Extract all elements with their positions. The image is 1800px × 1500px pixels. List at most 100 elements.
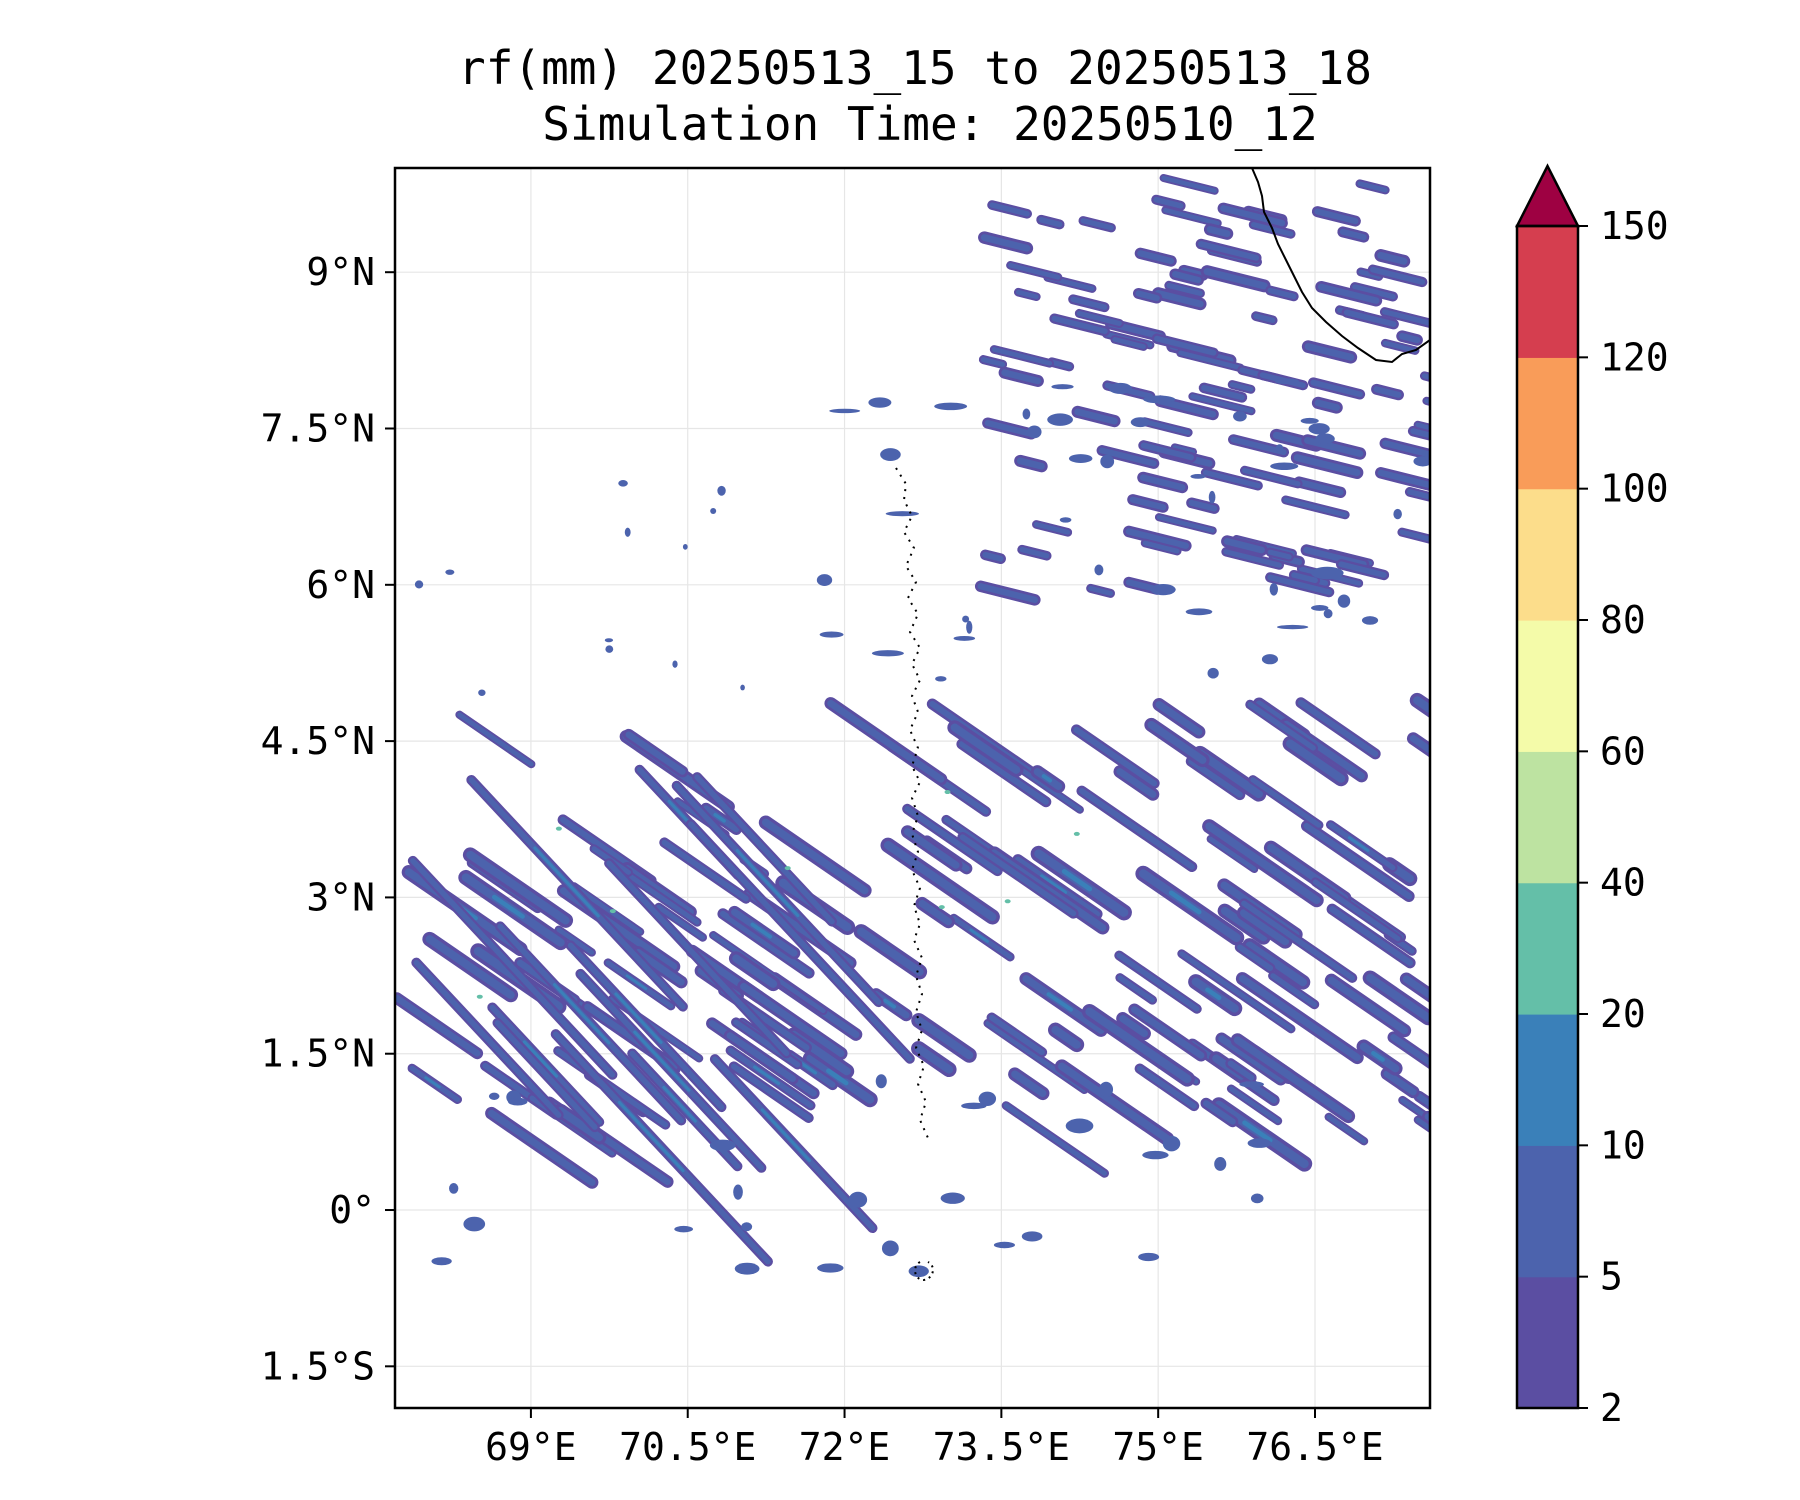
rain-cell — [1275, 444, 1284, 452]
rainfall-contours — [395, 173, 1430, 1278]
rain-contour — [1099, 447, 1157, 467]
atoll-outline — [914, 1261, 934, 1282]
rain-contour — [1147, 720, 1207, 764]
colorbar-segment — [1517, 1014, 1578, 1146]
rain-contour — [826, 1068, 849, 1086]
colorbar-label: 100 — [1600, 467, 1669, 511]
colorbar-label: 150 — [1600, 204, 1669, 248]
rain-contour — [1046, 992, 1073, 1012]
rain-contour — [1270, 973, 1318, 1008]
rain-contour — [1357, 181, 1388, 193]
rain-contour — [1238, 975, 1361, 1062]
rain-contour — [1373, 386, 1402, 398]
rain-contour — [1303, 546, 1367, 568]
rain-contour — [1139, 474, 1186, 491]
colorbar-extend-arrow — [1514, 163, 1581, 228]
colorbar-segment — [1517, 226, 1578, 358]
rain-contour — [984, 419, 1035, 438]
rain-contour — [1377, 469, 1430, 489]
rain-cell — [710, 507, 717, 514]
rain-contour — [1154, 290, 1204, 308]
rain-cell — [1150, 584, 1176, 596]
rain-cell — [1068, 454, 1093, 463]
rain-contour — [1188, 499, 1218, 512]
rain-contour — [857, 927, 924, 976]
rain-contour — [488, 1109, 596, 1186]
rain-contour — [1247, 701, 1316, 751]
rain-contour — [1180, 267, 1206, 279]
colorbar-segment — [1517, 1145, 1578, 1278]
rain-contour — [1241, 900, 1355, 981]
rain-contour — [1155, 701, 1203, 736]
rain-contour — [1223, 549, 1282, 568]
rain-cell — [935, 676, 947, 682]
x-tick-label: 76.5°E — [1246, 1425, 1383, 1469]
rain-contour — [661, 839, 749, 902]
rain-contour — [731, 1063, 812, 1121]
rain-cell — [1004, 899, 1011, 904]
rain-contour — [719, 910, 813, 977]
rain-contour — [1153, 196, 1184, 209]
rain-contour — [1245, 941, 1307, 987]
rain-cell — [476, 994, 483, 999]
rain-contour — [918, 899, 952, 926]
y-tick-label: 4.5°N — [261, 719, 375, 763]
rain-contour — [1413, 1090, 1430, 1111]
rain-contour — [662, 1085, 697, 1123]
rain-contour — [633, 1030, 691, 1092]
rain-contour — [1051, 1025, 1081, 1049]
rain-contour — [1168, 890, 1202, 915]
rain-contour — [914, 1016, 974, 1060]
rain-cell — [624, 527, 631, 537]
colorbar-segment — [1517, 751, 1578, 884]
rain-contour — [1283, 497, 1348, 518]
rain-contour — [522, 1040, 558, 1078]
rain-contour — [1058, 1062, 1172, 1143]
rain-cell — [962, 615, 970, 623]
rain-contour — [1041, 774, 1053, 783]
rain-contour — [1076, 310, 1122, 326]
rain-contour — [1073, 726, 1158, 787]
rain-contour — [1347, 836, 1370, 852]
rain-contour — [1267, 574, 1332, 595]
rain-contour — [1015, 289, 1039, 300]
coastline — [895, 168, 1430, 1282]
rain-contour — [1242, 467, 1301, 487]
rain-contour — [1310, 379, 1363, 398]
rain-contour — [634, 949, 685, 986]
rain-contour — [1407, 489, 1430, 500]
rain-contour — [1267, 287, 1297, 300]
x-axis-ticks: 69°E 70.5°E 72°E 73.5°E 75°E 76.5°E — [485, 1408, 1384, 1469]
rain-contour — [761, 818, 869, 895]
rain-contour — [750, 922, 773, 939]
rain-cell — [1130, 417, 1150, 428]
colorbar-segment — [1517, 1276, 1578, 1409]
rain-contour — [1119, 1015, 1149, 1038]
rain-contour — [1117, 975, 1155, 1003]
rain-cell — [880, 448, 901, 461]
rain-contour — [1371, 1051, 1385, 1062]
rain-cell — [938, 905, 945, 910]
rain-cell — [1099, 1081, 1114, 1098]
y-tick-label: 9°N — [306, 250, 375, 294]
rain-contour — [1343, 309, 1397, 328]
y-tick-label: 1.5°N — [261, 1032, 375, 1076]
colorbar-label: 80 — [1600, 598, 1646, 642]
rain-contour — [1129, 496, 1167, 511]
rain-cell — [875, 1074, 887, 1089]
rain-contour — [740, 982, 845, 1058]
rain-contour — [1190, 394, 1254, 414]
rain-contour — [1078, 788, 1195, 870]
colorbar-label: 120 — [1600, 335, 1669, 379]
rain-contour — [1142, 419, 1191, 435]
rain-contour — [726, 1032, 796, 1083]
rain-contour — [753, 1065, 781, 1085]
rain-contour — [1304, 437, 1364, 457]
rain-contour — [1229, 382, 1254, 392]
rain-contour — [625, 731, 686, 775]
map-frame — [393, 166, 1432, 1410]
rain-contour — [1220, 205, 1286, 227]
rain-contour — [1116, 768, 1157, 798]
rain-contour — [1208, 836, 1257, 872]
rain-contour — [1201, 384, 1245, 401]
